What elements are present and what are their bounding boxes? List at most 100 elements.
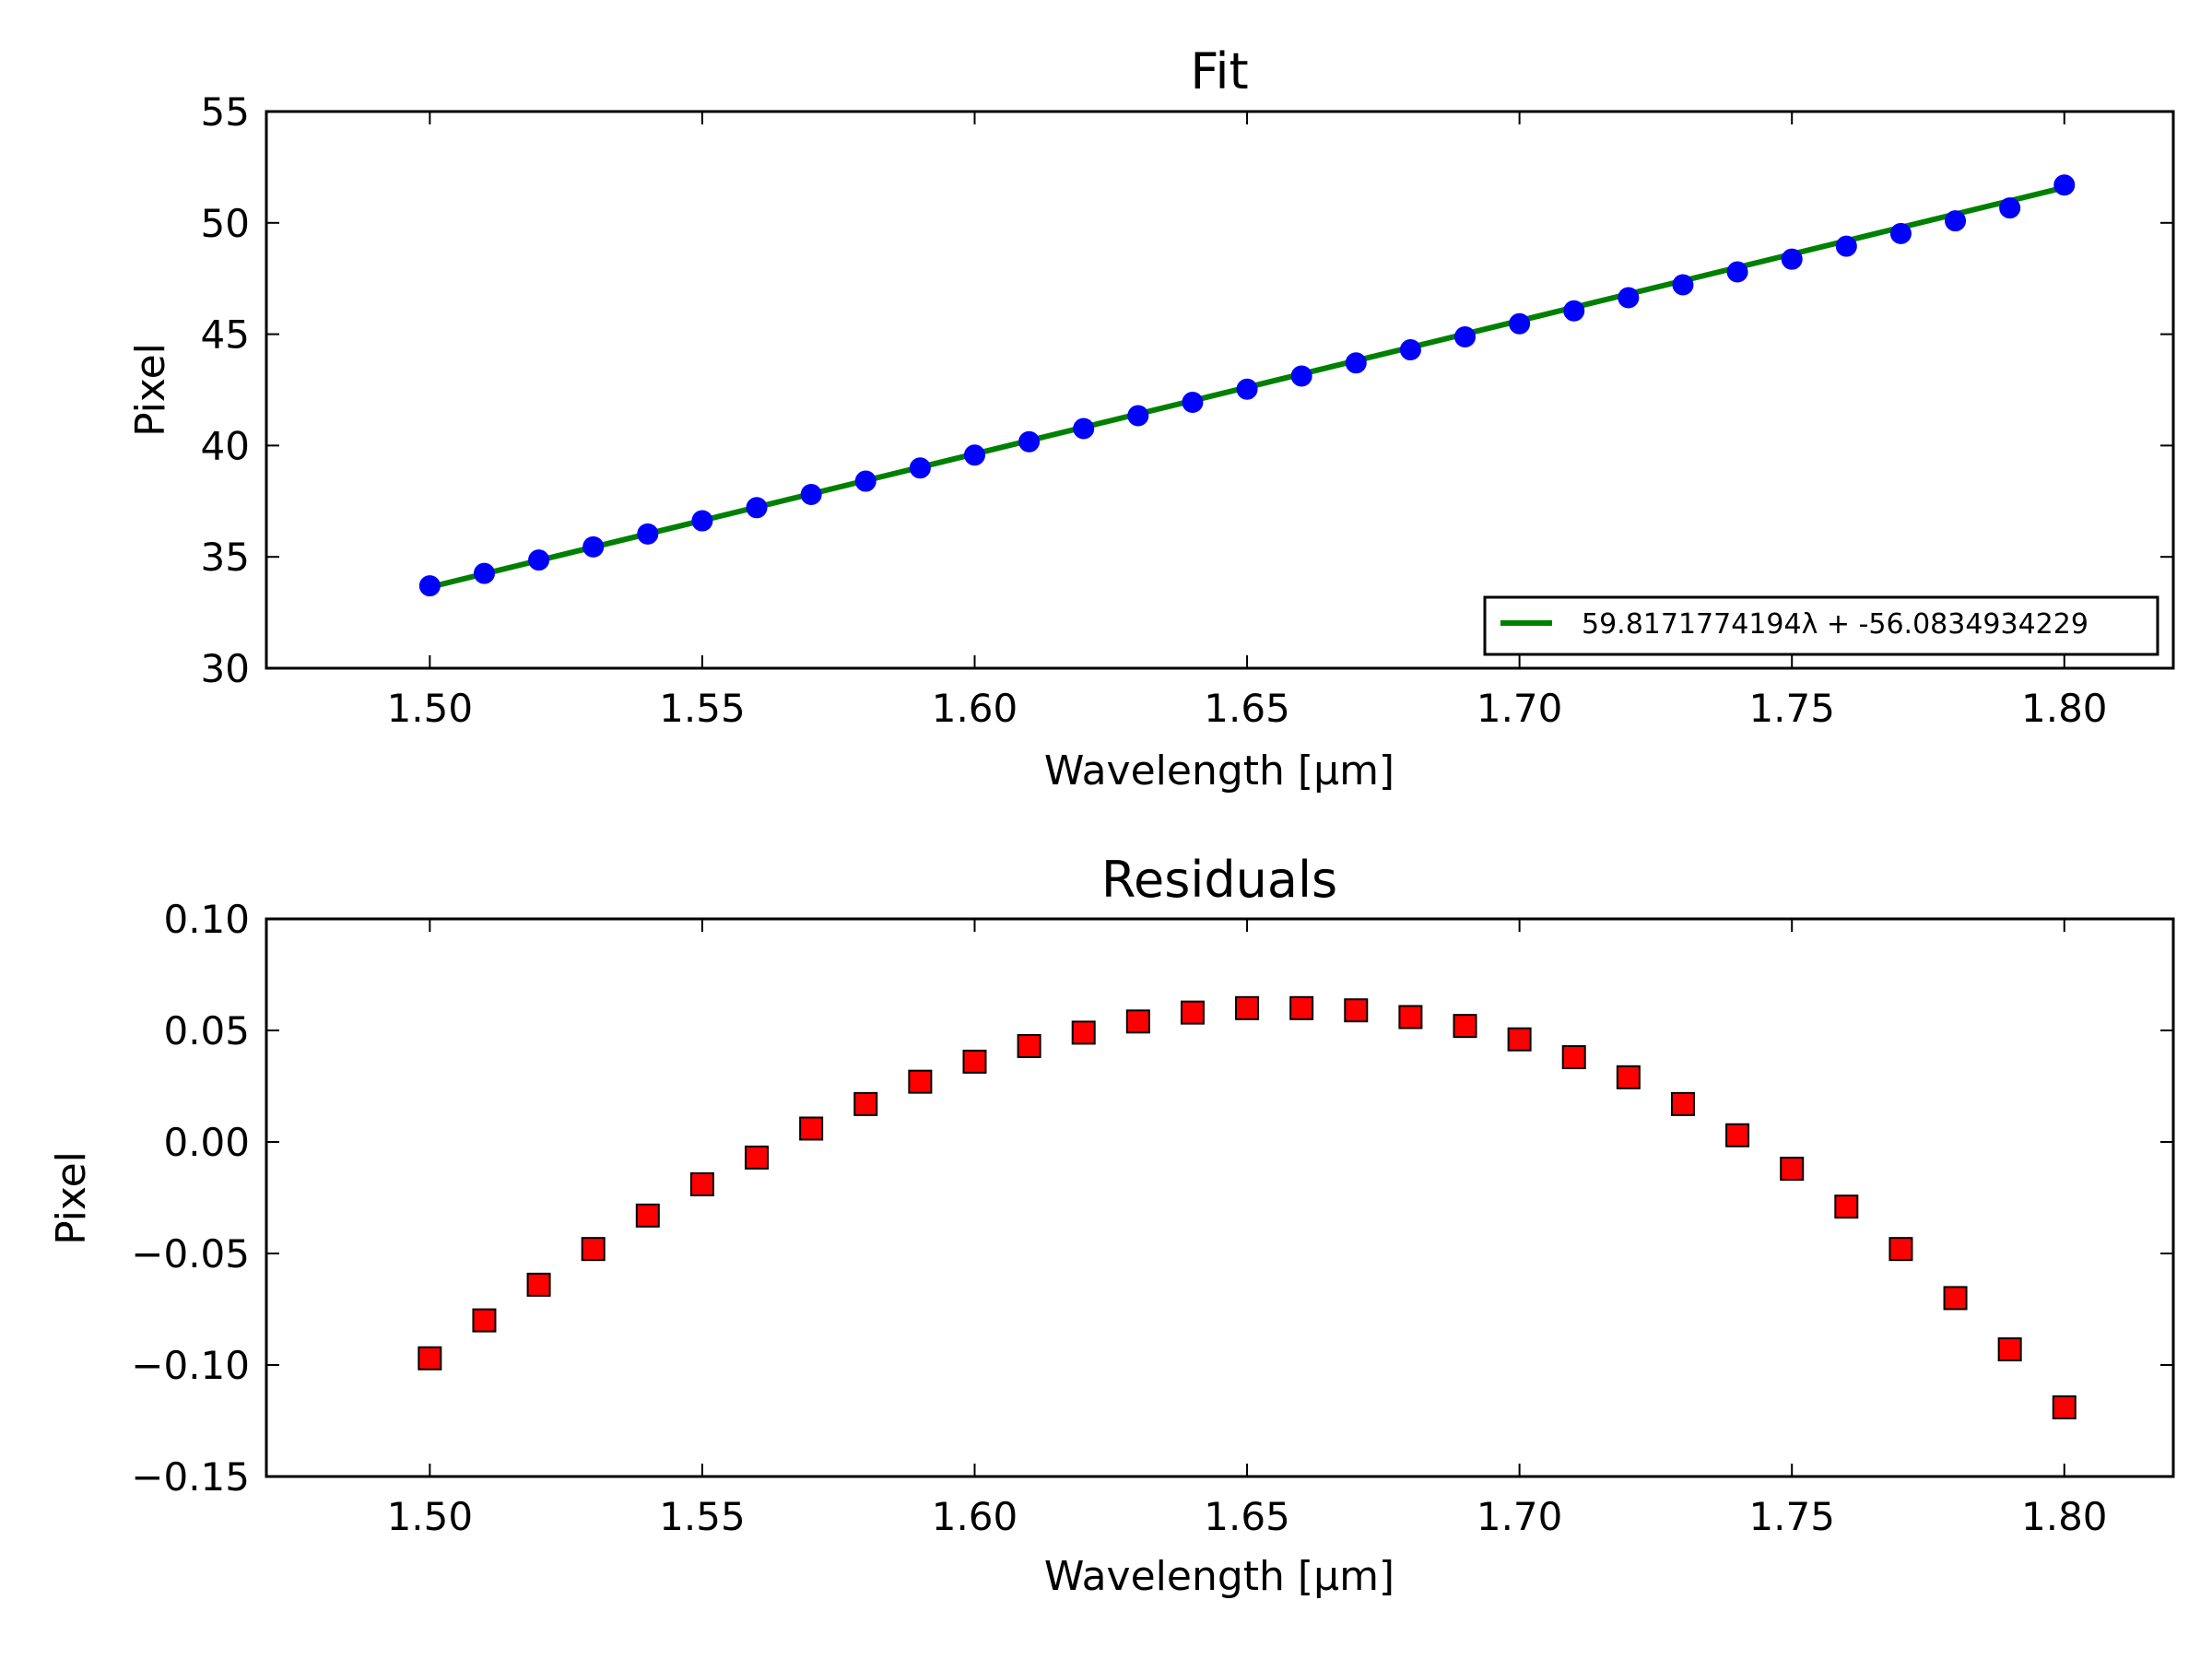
fit-data-point [1018, 430, 1041, 453]
fit-data-point [1726, 261, 1748, 283]
residuals-x-tick-label: 1.65 [1204, 1494, 1290, 1539]
fit-data-point [1290, 365, 1312, 387]
residuals-data-point [1943, 1286, 1968, 1311]
fit-data-point [1127, 405, 1149, 427]
fit-data-point [418, 575, 441, 597]
fit-x-tick-label: 1.55 [659, 686, 746, 731]
residuals-data-point [1398, 1005, 1423, 1030]
residuals-y-tick-label: −0.05 [131, 1231, 250, 1277]
residuals-x-axis-label: Wavelength [μm] [1044, 1553, 1394, 1600]
fit-data-point [1399, 339, 1421, 361]
residuals-data-point [853, 1091, 878, 1116]
fit-y-tick-label: 30 [201, 646, 250, 691]
residuals-y-tick-label: 0.05 [163, 1008, 250, 1053]
fit-data-point [528, 549, 550, 571]
fit-legend-label: 59.8171774194λ + -56.0834934229 [1582, 608, 2088, 641]
fit-y-tick-label: 40 [201, 423, 250, 468]
fit-data-point [1073, 418, 1095, 440]
residuals-data-point [1017, 1033, 1041, 1058]
residuals-x-tick-label: 1.80 [2021, 1494, 2108, 1539]
fit-data-point [1618, 287, 1640, 309]
fit-marks [418, 174, 2076, 597]
fit-y-axis-label: Pixel [127, 343, 174, 437]
residuals-data-point [472, 1308, 497, 1333]
residuals-data-point [908, 1069, 933, 1094]
residuals-x-tick-label: 1.60 [932, 1494, 1018, 1539]
fit-ticks: 1.50 1.55 1.60 1.65 1.70 1.75 1.80 30 35 40 45 50 55 [201, 89, 2173, 731]
fit-data-point [1945, 210, 1967, 232]
fit-x-tick-label: 1.70 [1477, 686, 1563, 731]
fit-x-tick-label: 1.60 [932, 686, 1018, 731]
fit-data-point [1236, 378, 1258, 400]
residuals-y-axis-label: Pixel [48, 1151, 95, 1245]
fit-data-point [1454, 325, 1477, 347]
fit-y-tick-label: 55 [201, 89, 250, 135]
fit-data-point [1563, 300, 1585, 322]
fit-data-point [637, 523, 659, 545]
residuals-data-point [1071, 1020, 1096, 1045]
residuals-data-point [1507, 1027, 1532, 1052]
residuals-x-tick-label: 1.50 [387, 1494, 474, 1539]
residuals-y-tick-label: 0.00 [163, 1120, 250, 1165]
residuals-data-point [1888, 1237, 1913, 1262]
fit-data-point [854, 470, 877, 492]
fit-data-point [2053, 174, 2076, 196]
residuals-data-point [581, 1237, 606, 1262]
fit-x-tick-label: 1.65 [1204, 686, 1290, 731]
residuals-title: Residuals [1101, 851, 1337, 909]
residuals-data-point [1344, 998, 1369, 1023]
residuals-data-point [1616, 1065, 1641, 1089]
fit-data-point [1999, 197, 2021, 219]
residuals-ticks: 1.50 1.55 1.60 1.65 1.70 1.75 1.80 −0.15 −0.10 −0… [131, 897, 2173, 1539]
residuals-data-point [1725, 1123, 1750, 1147]
fit-data-point [1781, 248, 1803, 270]
fit-title: Fit [1190, 42, 1248, 100]
residuals-data-point [962, 1049, 987, 1074]
fit-data-point [691, 510, 713, 532]
fit-data-point [473, 562, 495, 584]
residuals-data-point [1289, 995, 1314, 1020]
residuals-data-point [635, 1203, 660, 1228]
residuals-data-point [1834, 1194, 1859, 1219]
fit-legend: 59.8171774194λ + -56.0834934229 [1483, 595, 2159, 656]
fit-y-tick-label: 50 [201, 201, 250, 246]
residuals-data-point [526, 1272, 551, 1297]
residuals-data-point [1997, 1337, 2022, 1362]
residuals-data-point [1235, 995, 1260, 1020]
fit-data-point [963, 444, 985, 466]
residuals-y-tick-label: −0.15 [131, 1454, 250, 1500]
fit-data-point [1509, 312, 1531, 335]
residuals-marks [418, 995, 2077, 1419]
fit-legend-box [1483, 595, 2159, 656]
fit-y-tick-label: 45 [201, 312, 250, 358]
residuals-data-point [1780, 1157, 1805, 1182]
fit-data-point [1889, 222, 1912, 244]
fit-x-axis-label: Wavelength [μm] [1044, 747, 1394, 794]
residuals-x-tick-label: 1.55 [659, 1494, 746, 1539]
residuals-data-point [689, 1171, 714, 1196]
residuals-data-point [1561, 1045, 1586, 1070]
residuals-data-point [1453, 1014, 1477, 1039]
fit-plot: Fit 1.50 1.55 1.60 1.65 1.70 1.75 1.80 30 35 40 45… [127, 42, 2175, 794]
fit-plot-frame [265, 110, 2175, 670]
fit-data-point [1345, 352, 1367, 374]
residuals-data-point [1125, 1009, 1150, 1034]
fit-data-point [746, 497, 768, 519]
residuals-data-point [745, 1145, 770, 1170]
fit-x-tick-label: 1.75 [1748, 686, 1835, 731]
residuals-data-point [799, 1116, 824, 1141]
residuals-x-tick-label: 1.75 [1748, 1494, 1835, 1539]
fit-data-point [800, 484, 822, 506]
fit-data-point [909, 457, 931, 479]
fit-data-point [1672, 274, 1694, 296]
fit-y-tick-label: 35 [201, 535, 250, 580]
fit-data-point [582, 535, 605, 558]
residuals-y-tick-label: 0.10 [163, 897, 250, 942]
residuals-x-tick-label: 1.70 [1477, 1494, 1563, 1539]
residuals-data-point [1670, 1091, 1695, 1116]
residuals-plot: Residuals 1.50 1.55 1.60 1.65 1.70 1.75 1.80 −0… [48, 851, 2175, 1600]
residuals-data-point [1180, 1000, 1205, 1025]
fit-x-tick-label: 1.80 [2021, 686, 2108, 731]
fit-x-tick-label: 1.50 [387, 686, 474, 731]
